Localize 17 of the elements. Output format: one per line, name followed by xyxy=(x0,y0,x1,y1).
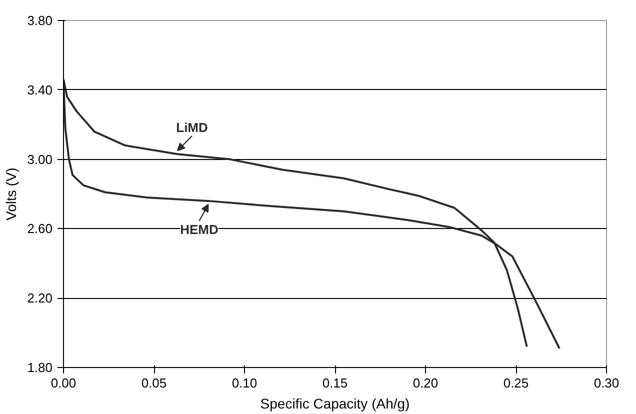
x-tick-label: 0.05 xyxy=(141,376,167,390)
legend-label: HEMD xyxy=(180,222,218,237)
x-tick-label: 0.20 xyxy=(412,376,438,390)
x-axis-title: Specific Capacity (Ah/g) xyxy=(260,396,410,412)
y-tick-label: 1.80 xyxy=(27,360,53,375)
y-tick-label: 2.60 xyxy=(27,221,53,236)
series-label: LiMD xyxy=(176,120,208,136)
x-tick-label: 0.25 xyxy=(503,376,529,390)
y-tick-label: 3.80 xyxy=(27,13,53,28)
x-tick-label: 0.10 xyxy=(232,376,258,390)
y-axis-title: Volts (V) xyxy=(3,168,20,220)
y-tick-label: 3.40 xyxy=(27,82,53,98)
y-tick-label: 2.20 xyxy=(27,290,53,306)
x-tick-label: 0.30 xyxy=(594,376,620,390)
y-tick-label: 3.00 xyxy=(27,152,53,167)
x-tick-label: 0.00 xyxy=(50,376,76,390)
x-tick-label: 0.15 xyxy=(322,376,348,390)
